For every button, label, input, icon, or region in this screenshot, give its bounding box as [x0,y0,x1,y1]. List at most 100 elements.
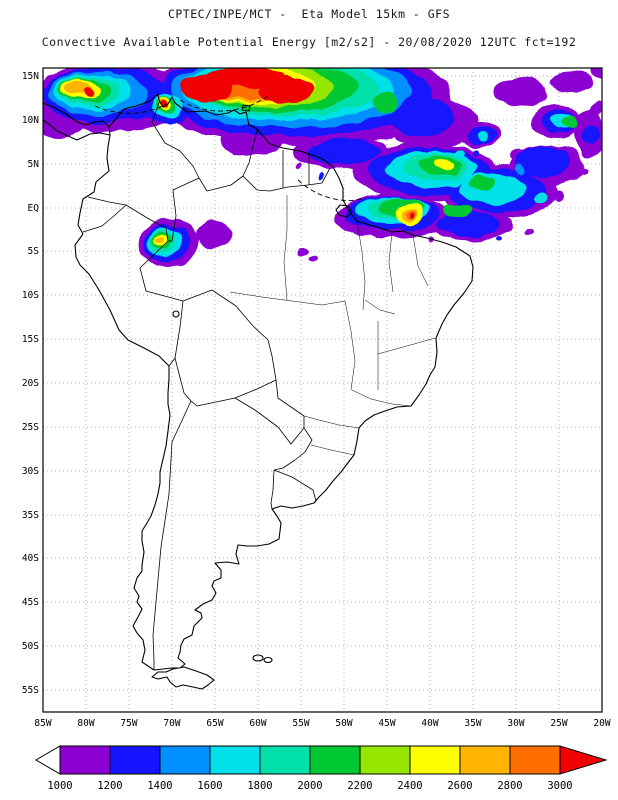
colorbar-label: 1800 [247,780,272,792]
lake-titicaca [172,310,180,318]
lon-axis: 85W 80W 75W 70W 65W 60W 55W 50W 45W 40W … [34,718,610,729]
lat-label: 25S [22,422,39,433]
lon-label: 30W [507,718,524,729]
lat-label: 30S [22,466,39,477]
cape-blob [308,255,316,261]
cape-blob [409,213,415,219]
lon-label: 40W [421,718,438,729]
cape-blob [592,68,602,78]
cape-blob [203,68,283,87]
lon-label: 65W [206,718,223,729]
colorbar-under-arrow [35,745,61,775]
cape-blob [436,213,500,235]
cape-blob [317,173,323,179]
colorbar-segment [309,745,361,775]
colorbar: 1000 1200 1400 1600 1800 2000 2200 2400 … [35,745,608,792]
lon-label: 70W [163,718,180,729]
colorbar-label: 1600 [197,780,222,792]
lon-label: 75W [120,718,137,729]
cape-blob [470,177,496,191]
cape-blob [472,148,478,154]
cape-blob [446,136,454,144]
lat-label: 5N [28,159,40,170]
cape-blob [589,102,602,114]
dashed-contour [297,179,363,201]
lon-label: 50W [335,718,352,729]
lat-label: 55S [22,685,39,696]
cape-blob [526,228,534,234]
cape-blob [550,72,594,92]
cape-blob [83,87,93,97]
cape-blob [554,191,566,201]
lat-label: 50S [22,641,39,652]
cape-blob [478,132,490,142]
coastlines [43,93,474,690]
cape-blob [433,160,453,170]
colorbar-label: 2000 [297,780,322,792]
cape-blob [373,92,397,112]
cape-blob [562,116,578,128]
cape-blob [443,204,473,218]
lat-label: EQ [28,203,40,214]
colorbar-segment [59,745,111,775]
colorbar-segment [409,745,461,775]
lat-label: 10S [22,290,39,301]
cape-blob [155,237,163,243]
dashed-contour [94,103,167,114]
lon-label: 45W [378,718,395,729]
colorbar-label: 1400 [147,780,172,792]
cape-blob [307,140,379,164]
dashed-contours [94,95,363,201]
title-line1: CPTEC/INPE/MCT - Eta Model 15km - GFS [167,7,451,21]
cape-blob [496,78,548,106]
colorbar-segment [159,745,211,775]
falkland-island-east [263,656,273,664]
colorbar-label: 2400 [397,780,422,792]
colorbar-label: 1200 [97,780,122,792]
colorbar-over-arrow [559,745,608,775]
cape-blob [297,248,307,256]
lat-label: 15N [22,71,39,82]
colorbar-label: 2200 [347,780,372,792]
colorbar-label: 2800 [497,780,522,792]
lat-label: 45S [22,597,39,608]
lon-label: 60W [249,718,266,729]
lon-label: 80W [77,718,94,729]
colorbar-segment [259,745,311,775]
country-borders [82,99,331,670]
dashed-contour [179,95,269,112]
lat-label: 40S [22,553,39,564]
title-line2: Convective Available Potential Energy [m… [41,35,577,49]
colorbar-label: 1000 [47,780,72,792]
lon-label: 85W [34,718,51,729]
cape-blob [510,151,520,159]
lat-label: 20S [22,378,39,389]
colorbar-label: 3000 [547,780,572,792]
lat-label: 15S [22,334,39,345]
cape-field [43,68,602,267]
cape-level-3000 [83,68,415,219]
colorbar-segment [109,745,161,775]
colorbar-segment [509,745,561,775]
state-borders [229,195,436,456]
south-america-coastline [43,93,474,690]
lon-label: 20W [593,718,610,729]
cape-blob [515,165,525,175]
colorbar-segment [459,745,511,775]
colorbar-segment [359,745,411,775]
cape-blob [534,195,546,205]
cape-blob [389,98,455,136]
map-frame [42,67,603,713]
cape-blob [516,147,570,177]
lat-label: 10N [22,115,39,126]
cape-blob [367,143,373,149]
lat-label: 35S [22,510,39,521]
falkland-island-west [252,654,264,662]
cape-blob [581,166,589,174]
cape-blob [297,163,303,169]
colorbar-label: 2600 [447,780,472,792]
cape-blob [497,237,503,243]
lon-label: 35W [464,718,481,729]
